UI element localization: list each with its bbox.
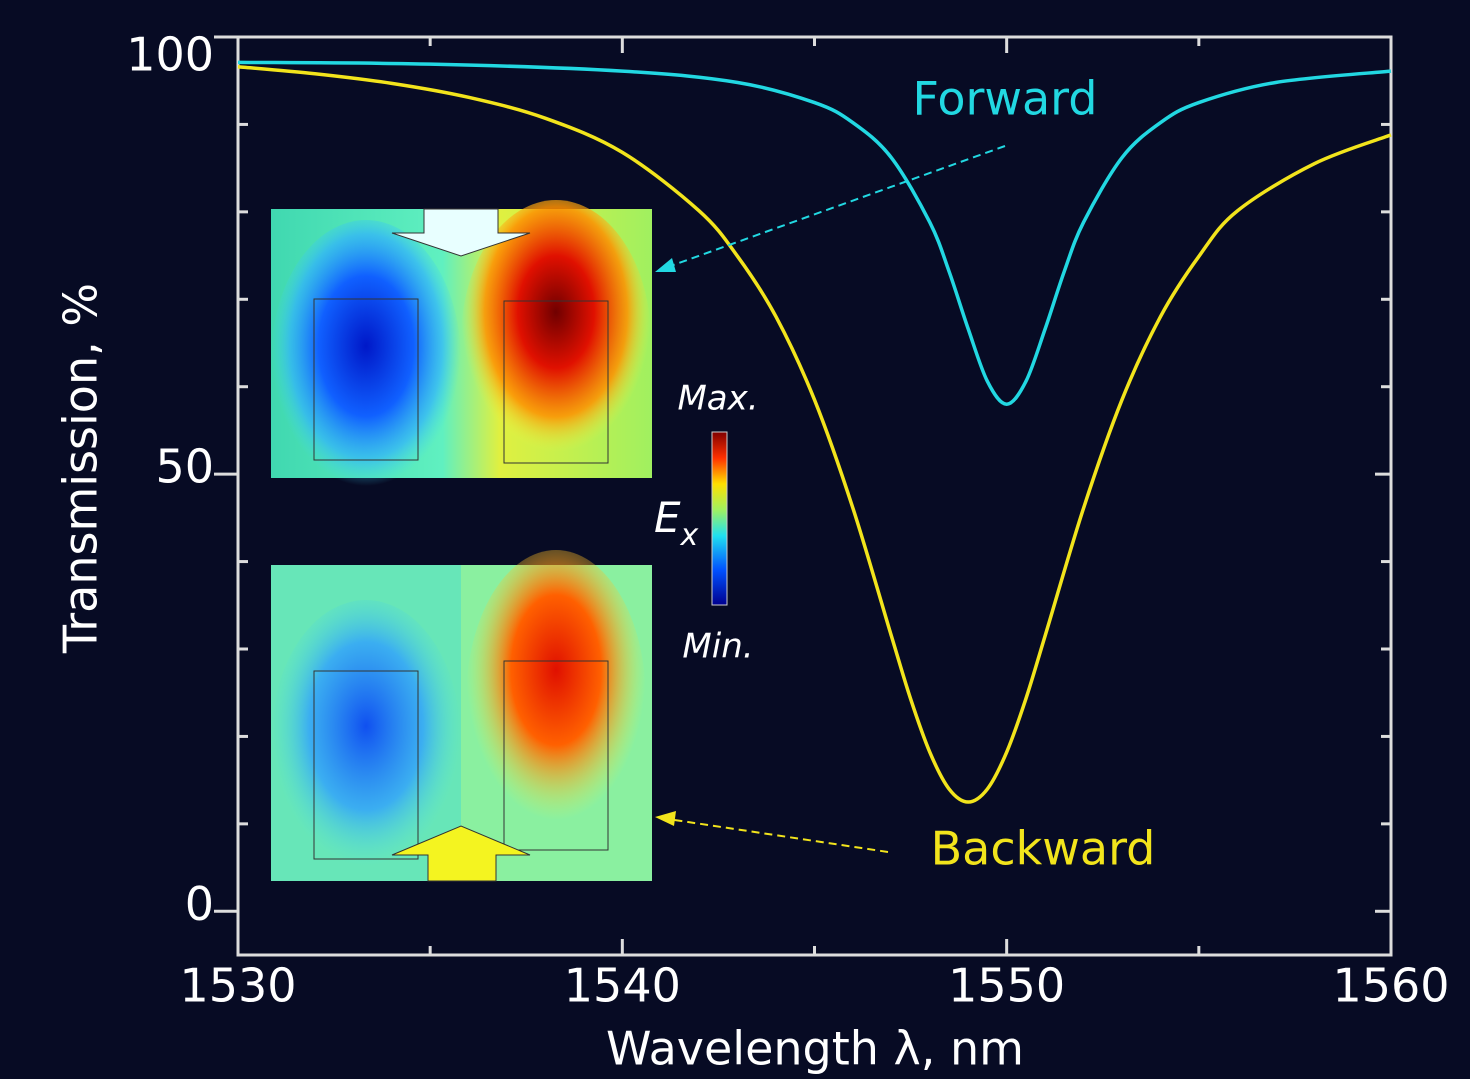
x-tick-label: 1550	[948, 959, 1065, 1013]
forward-pointer	[664, 145, 1006, 269]
y-tick-label: 50	[155, 440, 214, 494]
y-tick-label: 0	[185, 877, 214, 931]
forward-pointer-head	[655, 258, 676, 272]
series-label: Forward	[913, 72, 1098, 126]
inset-forward	[271, 200, 652, 500]
colorbar-label-base: E	[654, 493, 681, 542]
series-line	[237, 60, 1392, 406]
backward-pointer	[667, 818, 889, 853]
lines	[237, 60, 1392, 804]
y-axis-title: Transmission, %	[54, 283, 108, 654]
x-axis-title: Wavelength λ, nm	[606, 1022, 1024, 1076]
backward-pointer-head	[655, 811, 676, 826]
series-label: Backward	[931, 822, 1156, 876]
colorbar-label-sub: x	[680, 518, 699, 553]
axes: 1530 1540 1550 1560 0 50 100	[126, 28, 1449, 1013]
colorbar-label: Ex	[654, 493, 699, 553]
y-tick-label: 100	[126, 28, 214, 82]
colorbar-min-label: Min.	[682, 627, 753, 667]
x-tick-label: 1530	[179, 959, 296, 1013]
series-line	[237, 64, 1392, 804]
colorbar-max-label: Max.	[677, 379, 758, 419]
inset-backward	[271, 550, 652, 882]
x-tick-label: 1540	[564, 959, 681, 1013]
x-tick-label: 1560	[1332, 959, 1449, 1013]
colorbar	[711, 431, 728, 606]
